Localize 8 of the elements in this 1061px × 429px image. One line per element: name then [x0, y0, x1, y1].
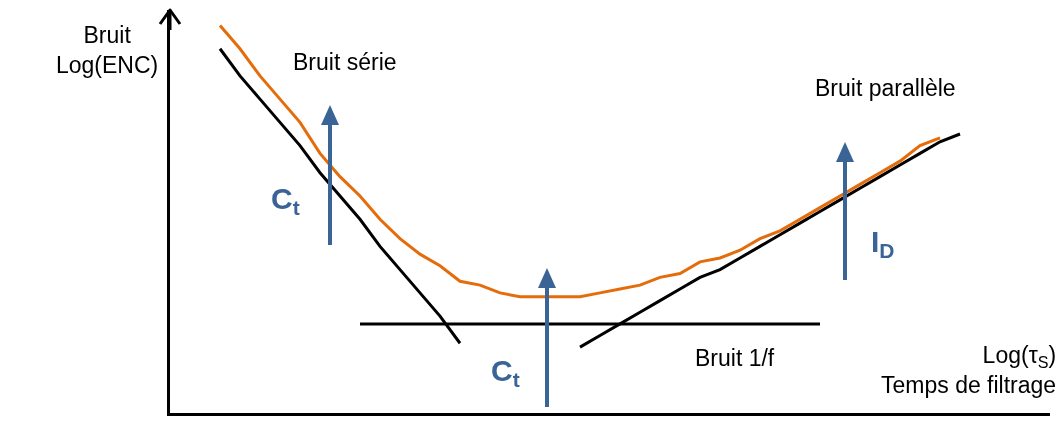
- annotation: C$_{t}$: [271, 182, 300, 220]
- series-label: Bruit 1/f: [695, 345, 775, 371]
- annotation: I$_{D}$: [871, 225, 895, 263]
- series-label: Bruit série: [293, 49, 397, 75]
- x-axis-title: Log(τ$_{S}$) Temps de filtrage: [881, 342, 1057, 398]
- series-label: Bruit parallèle: [815, 75, 956, 101]
- y-axis-title: Bruit Log(ENC): [56, 22, 159, 78]
- annotation: C$_{t}$: [491, 354, 520, 392]
